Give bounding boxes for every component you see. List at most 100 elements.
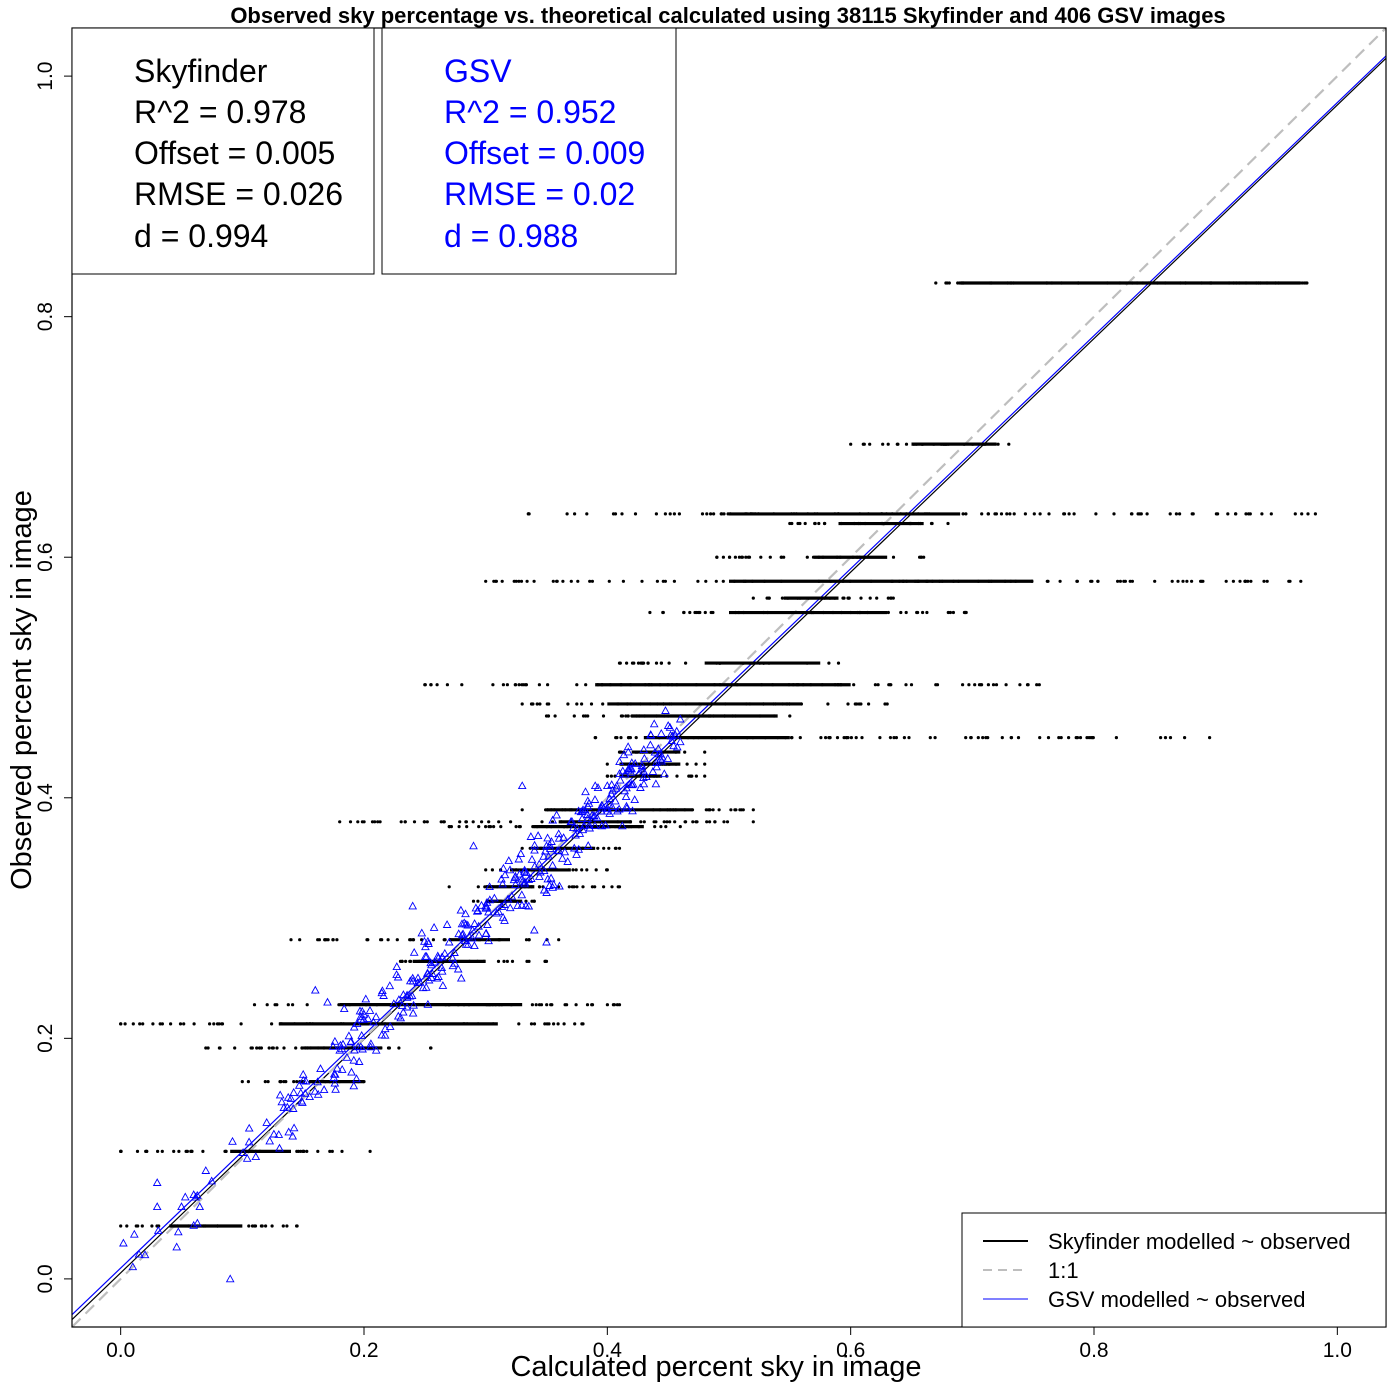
gsv-point: [630, 758, 640, 767]
gsv-point: [623, 742, 633, 751]
skyfinder-point: [762, 702, 766, 706]
skyfinder-point: [534, 1003, 538, 1007]
skyfinder-point: [1163, 281, 1167, 285]
gsv-point: [527, 854, 537, 863]
gsv-point: [454, 929, 464, 938]
skyfinder-point: [763, 736, 768, 740]
skyfinder-point: [119, 1149, 123, 1153]
skyfinder-point: [500, 1003, 504, 1007]
gsv-point: [583, 801, 593, 810]
skyfinder-point: [637, 714, 641, 718]
skyfinder-point: [951, 579, 956, 583]
skyfinder-point: [514, 868, 518, 872]
gsv-point: [129, 1229, 139, 1238]
gsv-point: [429, 922, 439, 931]
gsv-point: [470, 941, 479, 950]
skyfinder-point: [835, 736, 840, 740]
skyfinder-point: [734, 610, 738, 615]
skyfinder-point: [1014, 579, 1018, 583]
skyfinder-point: [323, 938, 327, 942]
gsv-point: [378, 986, 387, 995]
skyfinder-point: [342, 1022, 346, 1026]
skyfinder-point: [694, 762, 698, 766]
skyfinder-point: [750, 579, 755, 583]
skyfinder-point: [692, 736, 696, 740]
skyfinder-point: [492, 825, 496, 829]
gsv-point: [357, 1030, 367, 1039]
skyfinder-point: [361, 1022, 365, 1026]
x-tick-label: 0.2: [349, 1339, 378, 1362]
skyfinder-point: [555, 579, 559, 583]
gsv-point: [622, 801, 631, 810]
skyfinder-point: [875, 596, 879, 600]
gsv-point: [498, 879, 507, 888]
skyfinder-point: [215, 1224, 220, 1228]
skyfinder-point: [733, 808, 737, 812]
skyfinder-point: [1006, 281, 1010, 285]
skyfinder-point: [986, 512, 991, 516]
skyfinder-point: [904, 610, 908, 615]
skyfinder-point: [308, 1022, 312, 1026]
skyfinder-point: [299, 1149, 303, 1153]
skyfinder-point: [572, 885, 576, 889]
skyfinder-point: [922, 555, 926, 559]
skyfinder-point: [917, 521, 921, 526]
skyfinder-point: [590, 1003, 595, 1007]
skyfinder-point: [563, 808, 567, 812]
skyfinder-point: [263, 1080, 267, 1084]
gsv-point: [500, 870, 510, 879]
skyfinder-point: [1200, 281, 1204, 285]
skyfinder-point: [886, 610, 891, 615]
skyfinder-point: [860, 736, 864, 740]
y-tick-label: 0.6: [34, 543, 57, 572]
skyfinder-point: [575, 702, 579, 706]
gsv-point: [601, 820, 610, 829]
skyfinder-point: [431, 938, 435, 942]
gsv-point: [438, 981, 448, 989]
skyfinder-point: [1184, 281, 1188, 285]
skyfinder-point: [617, 1003, 622, 1007]
gsv-point: [605, 808, 615, 817]
gsv-point: [448, 953, 457, 962]
gsv-point: [597, 800, 607, 809]
skyfinder-point: [588, 579, 592, 583]
skyfinder-point: [160, 1149, 164, 1153]
skyfinder-point: [738, 808, 742, 812]
skyfinder-point: [160, 1022, 164, 1026]
gsv-point: [134, 1249, 144, 1258]
gsv-point: [640, 753, 649, 762]
skyfinder-point: [709, 702, 714, 706]
skyfinder-point: [899, 610, 903, 615]
skyfinder-point: [412, 820, 417, 824]
skyfinder-point: [565, 512, 569, 516]
skyfinder-point: [804, 610, 809, 615]
gsv-point: [349, 1081, 359, 1090]
gsv-points: [119, 706, 685, 1283]
skyfinder-point: [462, 1003, 466, 1007]
skyfinder-point: [386, 1046, 391, 1050]
skyfinder-point: [119, 1022, 123, 1026]
gsv-point: [470, 919, 479, 927]
gsv-point: [417, 928, 427, 937]
skyfinder-point: [1191, 512, 1195, 516]
skyfinder-point: [651, 808, 655, 812]
skyfinder-point: [601, 714, 606, 718]
skyfinder-point: [575, 683, 579, 687]
skyfinder-point: [617, 846, 622, 850]
skyfinder-point: [667, 762, 671, 766]
skyfinder-point: [1000, 736, 1004, 740]
gsv-point: [542, 937, 551, 946]
legend-label-gsv: GSV modelled ~ observed: [1048, 1287, 1305, 1312]
gsv-point: [191, 1192, 201, 1201]
skyfinder-point: [609, 774, 614, 778]
skyfinder-point: [362, 820, 366, 824]
skyfinder-point: [696, 579, 700, 583]
skyfinder-point: [815, 512, 819, 516]
skyfinder-point: [629, 702, 633, 706]
skyfinder-point: [1243, 579, 1247, 583]
skyfinder-point: [891, 555, 896, 559]
skyfinder-point: [557, 938, 561, 942]
skyfinder-point: [839, 683, 843, 687]
y-tick-label: 0.2: [34, 1024, 57, 1053]
skyfinder-point: [768, 555, 772, 559]
